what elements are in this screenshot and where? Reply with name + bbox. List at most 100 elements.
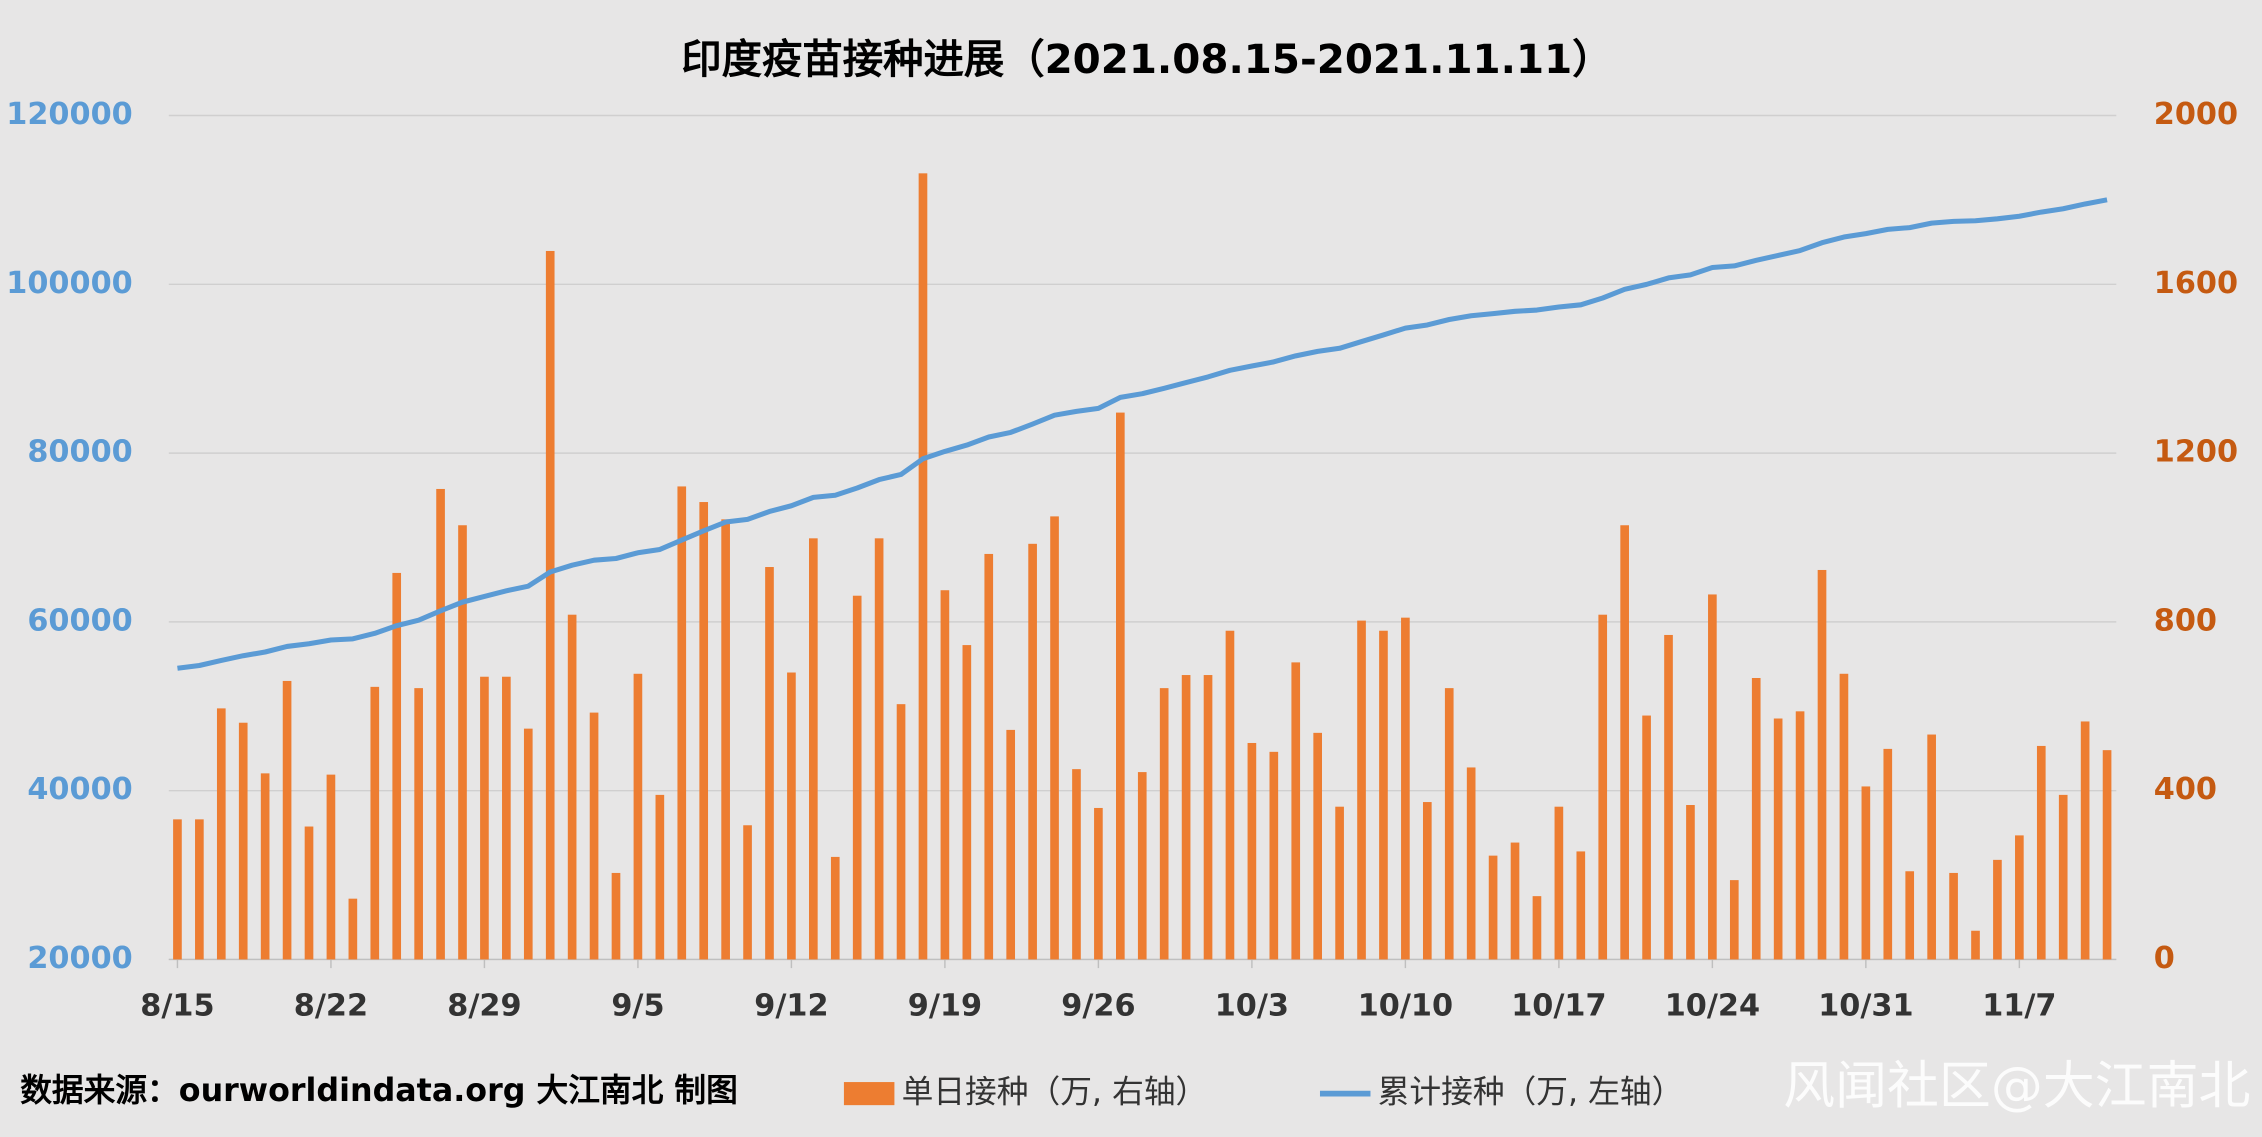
bar	[984, 553, 994, 960]
bar	[1181, 675, 1191, 960]
bar	[2058, 794, 2068, 960]
x-tick-label: 10/24	[1665, 989, 1760, 1024]
bar	[1883, 748, 1893, 960]
bar	[1291, 662, 1301, 960]
bar	[1993, 859, 2002, 960]
x-tick-label: 10/31	[1818, 989, 1913, 1024]
bar	[677, 486, 687, 960]
x-tick-label: 10/3	[1215, 989, 1289, 1024]
bar	[1817, 569, 1827, 960]
bar	[1949, 872, 1958, 960]
bar	[765, 567, 774, 960]
bar	[830, 856, 840, 960]
source: 数据来源：ourworldindata.org 大江南北 制图	[20, 1073, 738, 1109]
y2-tick-label: 400	[2154, 772, 2217, 807]
bar	[699, 502, 709, 960]
bar	[2102, 750, 2112, 960]
y-tick-label: 20000	[27, 941, 132, 976]
bar	[896, 704, 906, 960]
bar	[1159, 688, 1169, 960]
bar	[1686, 805, 1695, 960]
watermark: 风闻社区@大江南北	[1783, 1056, 2250, 1116]
bar	[1620, 525, 1629, 960]
bar	[370, 686, 380, 960]
y-tick-label: 40000	[27, 772, 132, 807]
bar	[1927, 734, 1936, 960]
bar	[282, 680, 292, 960]
bar	[721, 519, 730, 960]
y2-tick-label: 800	[2154, 603, 2217, 638]
bar	[2015, 835, 2024, 960]
bar	[1861, 786, 1871, 960]
x-tick-label: 9/19	[908, 989, 982, 1024]
bar	[809, 538, 818, 960]
x-tick-label: 11/7	[1982, 989, 2056, 1024]
bar	[1313, 732, 1323, 960]
bar	[1137, 772, 1147, 960]
x-tick-label: 9/12	[754, 989, 828, 1024]
bar	[545, 250, 555, 960]
bar	[1708, 594, 1717, 960]
bar	[1532, 896, 1542, 960]
bar	[1971, 930, 1980, 960]
y2-tick-label: 2000	[2154, 97, 2238, 132]
legend-label: 单日接种（万, 右轴）	[902, 1075, 1208, 1111]
bar	[480, 676, 489, 960]
bar	[1379, 630, 1388, 960]
bar	[1072, 769, 1081, 960]
x-tick-label: 10/10	[1358, 989, 1453, 1024]
bar	[1554, 806, 1564, 960]
line	[177, 197, 2108, 671]
y-tick-label: 100000	[6, 266, 132, 301]
bar	[1115, 412, 1125, 960]
x-tick-label: 9/5	[611, 989, 664, 1024]
x-tick-label: 10/17	[1511, 989, 1606, 1024]
bar	[1466, 767, 1476, 960]
bar	[1203, 675, 1213, 960]
bar	[1598, 614, 1608, 960]
bar	[348, 898, 358, 960]
bar	[1357, 620, 1366, 960]
bar	[1510, 842, 1520, 960]
y2-tick-label: 1600	[2154, 266, 2238, 301]
bar	[589, 712, 599, 960]
bar	[1401, 617, 1410, 960]
bar	[743, 825, 752, 960]
bar	[216, 708, 226, 960]
bar	[852, 595, 862, 960]
bar	[633, 673, 643, 960]
legend-label: 累计接种（万, 左轴）	[1378, 1075, 1684, 1111]
bar	[1422, 802, 1432, 960]
bar	[1225, 630, 1235, 960]
bar	[1795, 711, 1805, 960]
bar	[458, 525, 467, 960]
bar	[1839, 673, 1849, 960]
y2-tick-label: 1200	[2154, 435, 2238, 470]
bar	[787, 672, 796, 960]
bar	[567, 614, 577, 960]
bar	[874, 538, 884, 960]
y2-tick-label: 0	[2154, 941, 2175, 976]
bar	[611, 872, 621, 960]
bar	[436, 488, 445, 960]
bar	[1269, 751, 1279, 960]
bar	[1905, 871, 1915, 960]
y-tick-label: 120000	[6, 97, 132, 132]
bar	[655, 794, 665, 960]
bar	[1576, 851, 1586, 960]
bar	[260, 773, 270, 960]
bar	[2080, 721, 2090, 960]
bar	[392, 572, 402, 960]
x-tick-label: 9/26	[1061, 989, 1135, 1024]
chart-title: 印度疫苗接种进展（2021.08.15-2021.11.11）	[681, 36, 1612, 83]
bar	[1664, 634, 1673, 960]
bar	[1751, 677, 1761, 960]
y-tick-label: 60000	[27, 603, 132, 638]
bar	[1335, 806, 1344, 960]
bar	[1444, 688, 1454, 960]
x-tick-label: 8/29	[447, 989, 521, 1024]
bar	[1773, 718, 1783, 960]
bar	[326, 774, 336, 960]
bar	[523, 728, 533, 960]
